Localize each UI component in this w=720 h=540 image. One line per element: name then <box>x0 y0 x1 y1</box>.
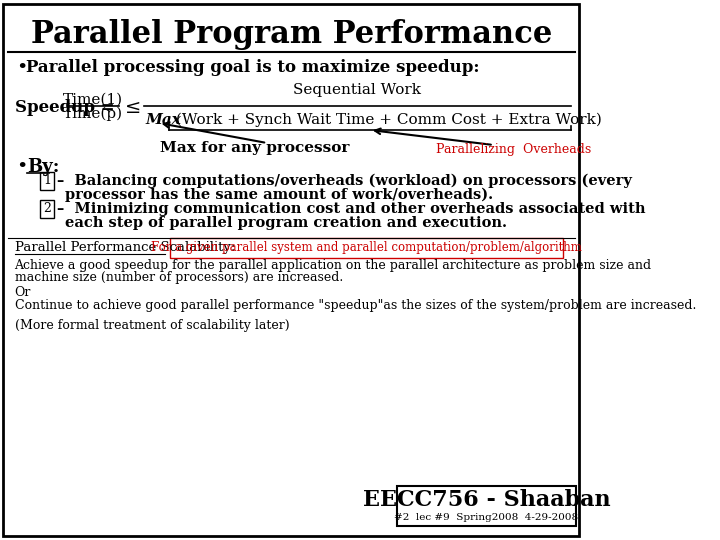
Text: •: • <box>16 59 27 77</box>
Text: Parallel Performance Scalability:: Parallel Performance Scalability: <box>14 241 235 254</box>
Text: Max: Max <box>145 113 181 127</box>
Text: Parallel processing goal is to maximize speedup:: Parallel processing goal is to maximize … <box>26 59 480 77</box>
Text: #2  lec #9  Spring2008  4-29-2008: #2 lec #9 Spring2008 4-29-2008 <box>395 514 578 523</box>
FancyBboxPatch shape <box>170 238 563 258</box>
Text: Sequential Work: Sequential Work <box>293 83 421 97</box>
Text: Time(p): Time(p) <box>63 107 123 121</box>
Text: Speedup =: Speedup = <box>14 99 114 117</box>
Text: Max for any processor: Max for any processor <box>161 141 350 155</box>
Text: Continue to achieve good parallel performance "speedup"as the sizes of the syste: Continue to achieve good parallel perfor… <box>14 300 696 313</box>
Text: Achieve a good speedup for the parallel application on the parallel architecture: Achieve a good speedup for the parallel … <box>14 260 652 273</box>
Text: Or: Or <box>14 286 31 299</box>
Text: each step of parallel program creation and execution.: each step of parallel program creation a… <box>65 216 507 230</box>
Text: (Work + Synch Wait Time + Comm Cost + Extra Work): (Work + Synch Wait Time + Comm Cost + Ex… <box>171 113 602 127</box>
Text: (More formal treatment of scalability later): (More formal treatment of scalability la… <box>14 320 289 333</box>
Text: EECC756 - Shaaban: EECC756 - Shaaban <box>363 489 610 511</box>
Text: By:: By: <box>27 158 59 176</box>
Text: Parallelizing  Overheads: Parallelizing Overheads <box>436 144 592 157</box>
Text: ≤: ≤ <box>125 99 142 117</box>
Text: 1: 1 <box>43 174 51 187</box>
Text: Time(1): Time(1) <box>63 93 123 107</box>
FancyBboxPatch shape <box>40 172 54 190</box>
FancyBboxPatch shape <box>397 486 576 526</box>
Text: processor has the same amount of work/overheads).: processor has the same amount of work/ov… <box>65 188 493 202</box>
Text: –  Balancing computations/overheads (workload) on processors (every: – Balancing computations/overheads (work… <box>57 174 631 188</box>
Text: Parallel Program Performance: Parallel Program Performance <box>31 19 552 51</box>
Text: –  Minimizing communication cost and other overheads associated with: – Minimizing communication cost and othe… <box>57 202 645 216</box>
Text: 2: 2 <box>43 202 51 215</box>
Text: •: • <box>16 158 27 176</box>
Text: For a given parallel system and parallel computation/problem/algorithm: For a given parallel system and parallel… <box>151 241 582 254</box>
FancyBboxPatch shape <box>40 200 54 218</box>
Text: machine size (number of processors) are increased.: machine size (number of processors) are … <box>14 272 343 285</box>
